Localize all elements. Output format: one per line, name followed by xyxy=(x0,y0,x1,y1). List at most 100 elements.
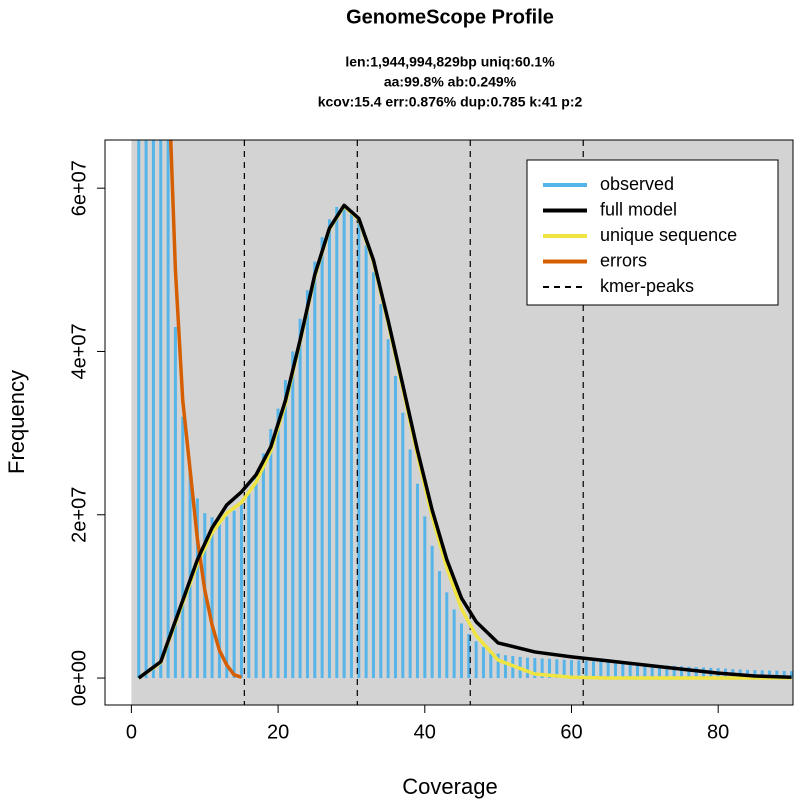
legend-label: full model xyxy=(600,199,677,219)
bar xyxy=(606,662,610,679)
bar xyxy=(496,653,500,679)
bar xyxy=(386,339,390,679)
bar xyxy=(584,660,588,679)
bar xyxy=(276,408,280,679)
bar xyxy=(459,623,463,679)
bar xyxy=(239,502,243,679)
bar xyxy=(467,633,471,679)
bar xyxy=(489,651,493,679)
bar xyxy=(768,670,772,679)
bar xyxy=(342,204,346,679)
y-tick-label: 0e+00 xyxy=(68,650,90,706)
x-tick-label: 40 xyxy=(414,721,436,743)
bar xyxy=(393,375,397,679)
bar xyxy=(533,658,537,679)
bar xyxy=(481,647,485,679)
bar xyxy=(247,490,251,679)
bar xyxy=(401,412,405,679)
legend-label: unique sequence xyxy=(600,225,737,245)
bar xyxy=(313,261,317,679)
bar xyxy=(694,667,698,679)
bar xyxy=(790,671,793,679)
bar xyxy=(283,380,287,679)
bar xyxy=(371,272,375,679)
bar xyxy=(210,517,214,679)
bar xyxy=(173,326,177,679)
bar xyxy=(151,140,155,679)
bar xyxy=(503,655,507,679)
bar xyxy=(379,304,383,679)
bar xyxy=(298,318,302,679)
bar xyxy=(181,416,185,679)
bar xyxy=(760,670,764,679)
bar xyxy=(254,473,258,679)
bar xyxy=(452,609,456,679)
bar xyxy=(621,662,625,679)
legend-label: kmer-peaks xyxy=(600,276,694,296)
x-tick-label: 60 xyxy=(560,721,582,743)
bar xyxy=(665,665,669,679)
bar xyxy=(364,245,368,679)
bar xyxy=(540,658,544,679)
subtitle: aa:99.8% ab:0.249% xyxy=(384,74,517,90)
bar xyxy=(636,663,640,679)
bar xyxy=(430,545,434,679)
bar xyxy=(320,237,324,679)
bar xyxy=(415,483,419,679)
x-axis-label: Coverage xyxy=(402,774,497,799)
bar xyxy=(269,429,273,679)
bar xyxy=(188,469,192,679)
subtitle: len:1,944,994,829bp uniq:60.1% xyxy=(345,54,555,70)
bar xyxy=(782,670,786,679)
subtitle: kcov:15.4 err:0.876% dup:0.785 k:41 p:2 xyxy=(318,94,583,110)
bar xyxy=(643,664,647,679)
bar xyxy=(349,210,353,679)
bar xyxy=(137,140,141,679)
bar xyxy=(555,659,559,679)
y-tick-label: 4e+07 xyxy=(68,323,90,379)
y-tick-label: 2e+07 xyxy=(68,487,90,543)
bar xyxy=(159,140,163,679)
bar xyxy=(599,661,603,679)
bar xyxy=(547,658,551,679)
line xyxy=(168,140,242,679)
bar xyxy=(357,223,361,679)
bar xyxy=(658,664,662,679)
bar xyxy=(195,498,199,679)
bar xyxy=(261,453,265,679)
bar xyxy=(474,641,478,679)
x-tick-label: 80 xyxy=(707,721,729,743)
line xyxy=(137,203,792,680)
legend-label: errors xyxy=(600,250,647,270)
bar xyxy=(225,516,229,679)
bar xyxy=(613,662,617,679)
bar xyxy=(562,659,566,679)
bar xyxy=(650,664,654,679)
x-tick-label: 0 xyxy=(126,721,137,743)
y-tick-label: 6e+07 xyxy=(68,160,90,216)
bar xyxy=(408,449,412,679)
bar xyxy=(680,666,684,679)
x-tick-label: 20 xyxy=(267,721,289,743)
bar xyxy=(672,665,676,679)
bar xyxy=(753,670,757,679)
bar xyxy=(144,140,148,679)
bar xyxy=(335,206,339,679)
chart-title: GenomeScope Profile xyxy=(346,6,554,28)
bar xyxy=(525,657,529,679)
bar xyxy=(327,219,331,679)
bar xyxy=(423,516,427,679)
bar xyxy=(445,592,449,679)
bar xyxy=(166,140,170,679)
bar xyxy=(628,663,632,679)
bar xyxy=(305,290,309,679)
bar xyxy=(232,510,236,679)
bar xyxy=(291,351,295,679)
bar xyxy=(775,670,779,679)
bar xyxy=(577,660,581,679)
bar xyxy=(569,660,573,679)
bar xyxy=(591,661,595,679)
bar xyxy=(217,518,221,679)
y-axis-label: Frequency xyxy=(4,370,29,474)
